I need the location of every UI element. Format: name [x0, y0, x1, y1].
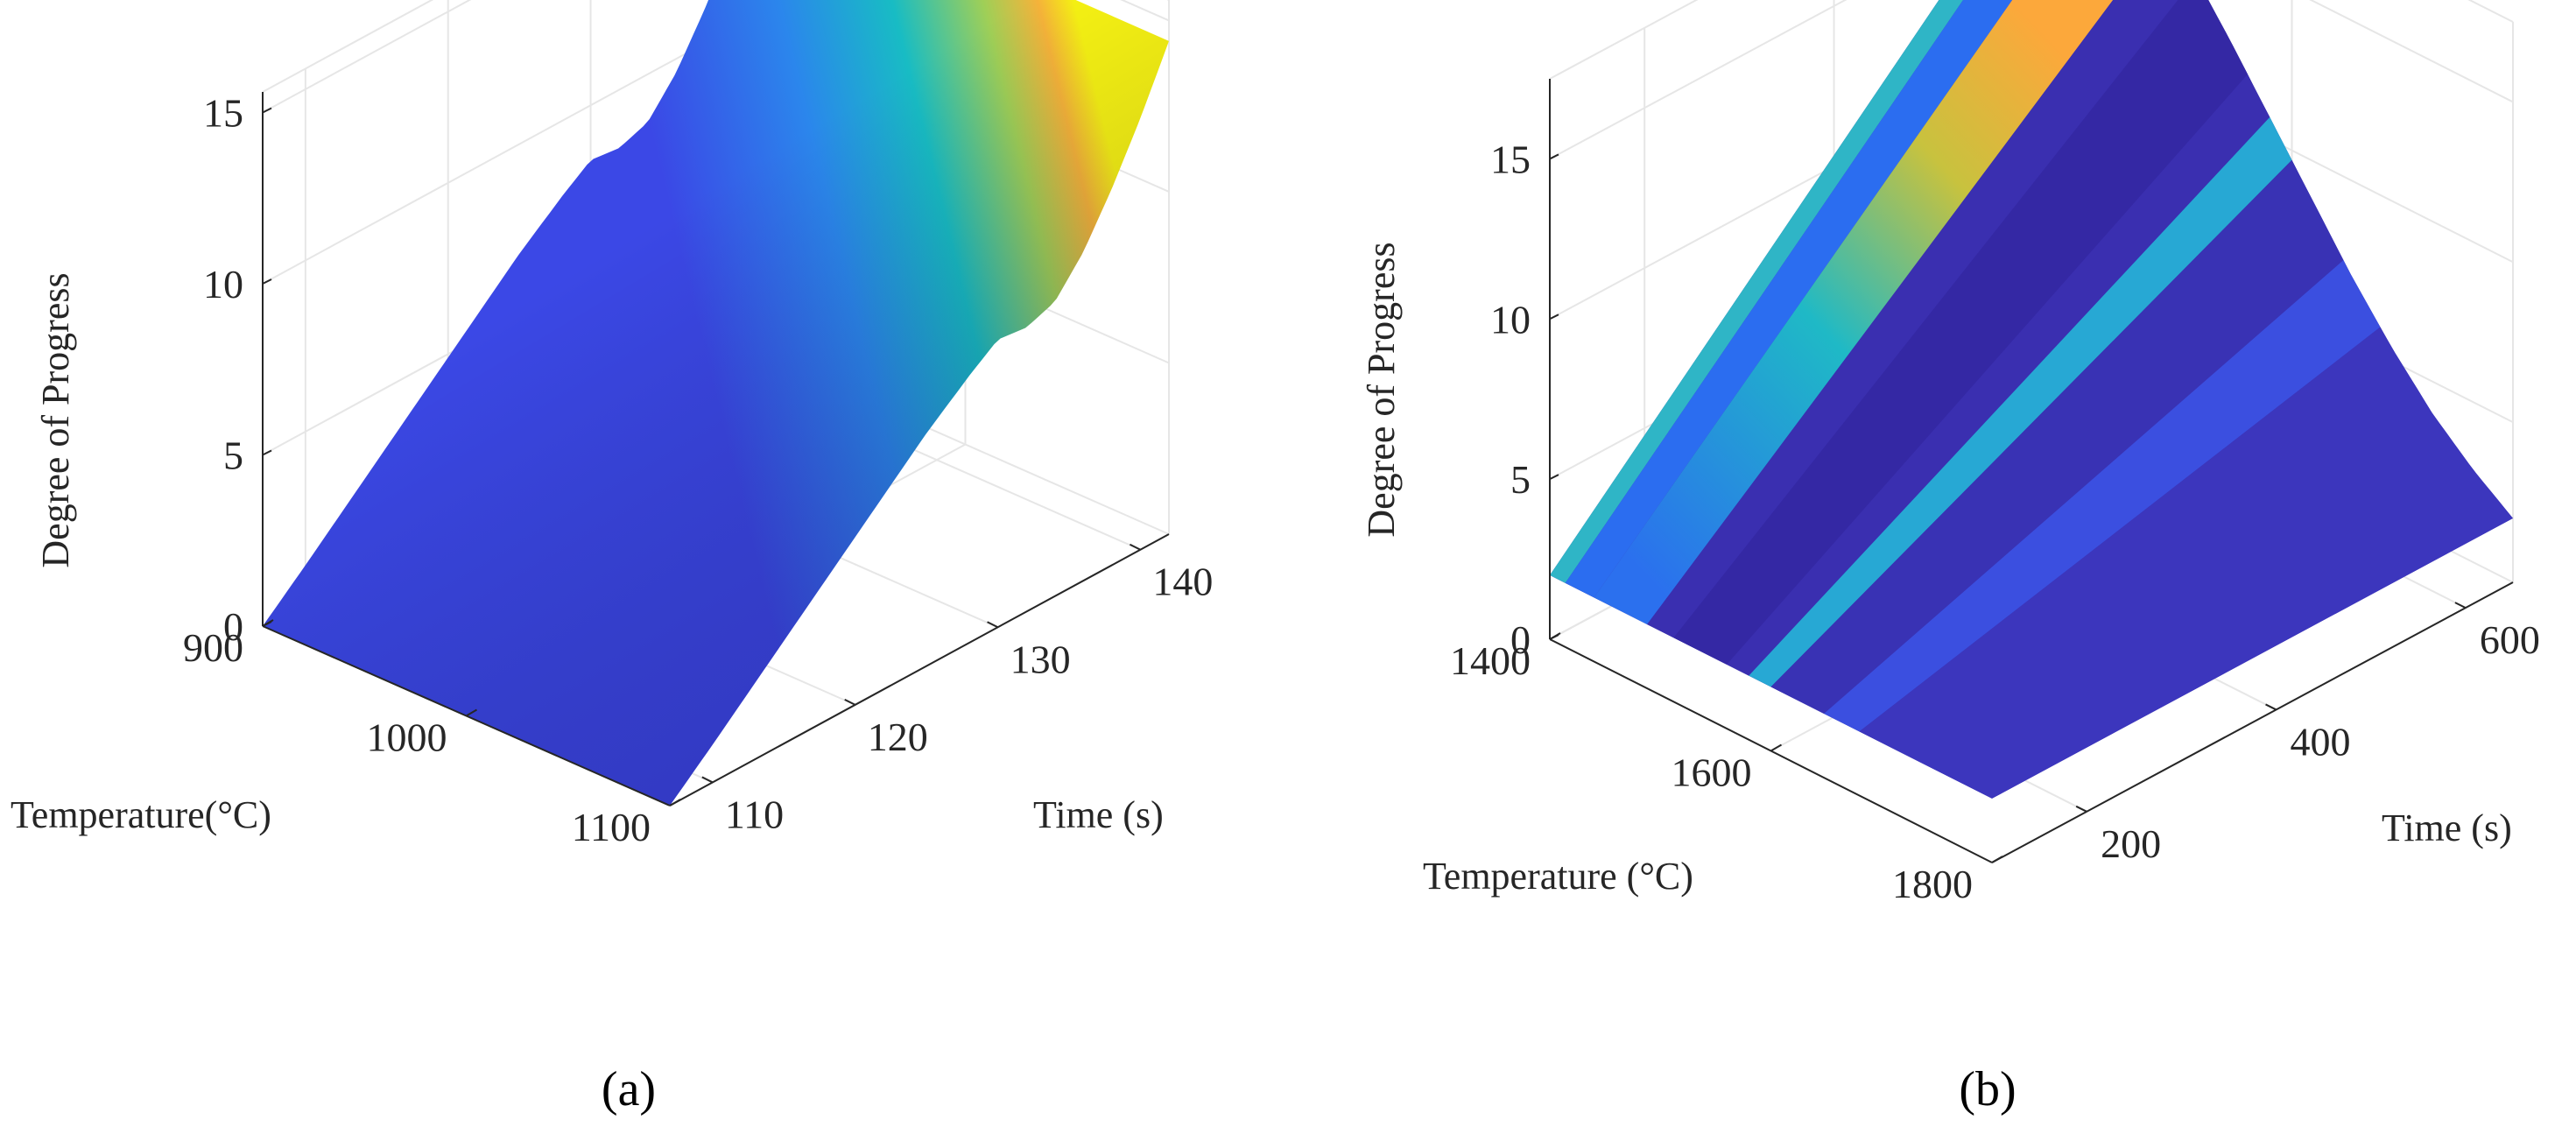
chart-panel-a: 0 5 10 15 900 1000 1100 110 120 130 140 Degree of P… — [11, 0, 1213, 1116]
z-tick — [1549, 474, 1559, 481]
stripe-blue — [1565, 0, 2013, 598]
y-tick — [2265, 703, 2277, 711]
y-tick-label: 130 — [1010, 637, 1071, 681]
gridline — [262, 0, 434, 93]
y-tick — [987, 621, 999, 629]
x-tick-label: 1800 — [1892, 862, 1973, 906]
y-tick — [1129, 543, 1141, 551]
y-tick-label: 120 — [868, 715, 928, 759]
x-tick — [1549, 632, 1561, 640]
y-tick-label: 110 — [725, 792, 784, 836]
z-tick-label: 10 — [203, 262, 243, 306]
x-tick — [465, 708, 478, 717]
y-tick — [701, 776, 714, 784]
y-axis-label: Time (s) — [1033, 793, 1164, 836]
z-tick-label: 10 — [1490, 297, 1531, 342]
y-axis-label: Time (s) — [2382, 806, 2512, 849]
z-tick-label: 5 — [1510, 457, 1531, 502]
chart-panel-b: 0 5 10 15 1400 1600 1800 200 400 600 Degree of Pro… — [1360, 0, 2540, 1116]
stripe-blue-2 — [1824, 260, 2381, 732]
stripe-cyan-2 — [1749, 116, 2292, 687]
stripe-indigo-3 — [1859, 327, 2513, 799]
stripe-cyan — [1550, 0, 1964, 583]
x-tick-label: 900 — [183, 625, 243, 670]
y-tick-label: 400 — [2291, 719, 2351, 764]
stripe-yellow — [1594, 0, 2114, 624]
x-tick-label: 1400 — [1450, 638, 1531, 683]
x-tick — [1991, 856, 2003, 863]
z-tick-label: 5 — [223, 433, 243, 477]
y-tick-label: 600 — [2480, 617, 2540, 662]
x-tick-label: 1100 — [572, 805, 651, 849]
y-axis-line — [1991, 581, 2514, 863]
y-axis-line — [669, 533, 1170, 806]
z-tick — [1549, 153, 1559, 160]
gridline — [262, 0, 472, 114]
y-tick — [844, 698, 856, 706]
x-tick-label: 1600 — [1672, 750, 1752, 795]
z-tick — [1549, 313, 1559, 320]
z-axis-label: Degree of Progress — [34, 272, 77, 567]
gridline — [2309, 0, 2514, 103]
x-tick — [669, 799, 681, 806]
z-tick-label: 15 — [1490, 137, 1531, 181]
y-tick — [2075, 805, 2087, 813]
x-tick — [1770, 743, 1783, 752]
y-tick — [2454, 602, 2467, 609]
stripe-shade — [1673, 0, 2248, 665]
z-tick-label: 15 — [203, 90, 243, 135]
x-tick-label: 1000 — [367, 715, 447, 760]
gridline — [1549, 0, 1699, 80]
z-tick — [262, 449, 272, 456]
z-tick — [262, 107, 272, 114]
y-tick-label: 200 — [2101, 821, 2161, 866]
y-tick-label: 140 — [1152, 560, 1213, 604]
caption-a: (a) — [602, 1062, 656, 1116]
stripe-indigo-2 — [1770, 159, 2344, 715]
x-axis-label: Temperature (°C) — [1423, 855, 1693, 898]
caption-b: (b) — [1959, 1062, 2016, 1116]
z-tick-label: 0 — [1510, 617, 1531, 662]
surface-a-shading — [263, 0, 1169, 806]
gridline — [1549, 0, 1848, 160]
z-tick-label: 0 — [223, 604, 243, 649]
z-axis-label: Degree of Progress — [1360, 242, 1403, 537]
z-tick — [262, 278, 272, 285]
x-tick — [262, 619, 274, 627]
gridline — [262, 11, 763, 285]
x-axis-label: Temperature(°C) — [11, 793, 271, 836]
